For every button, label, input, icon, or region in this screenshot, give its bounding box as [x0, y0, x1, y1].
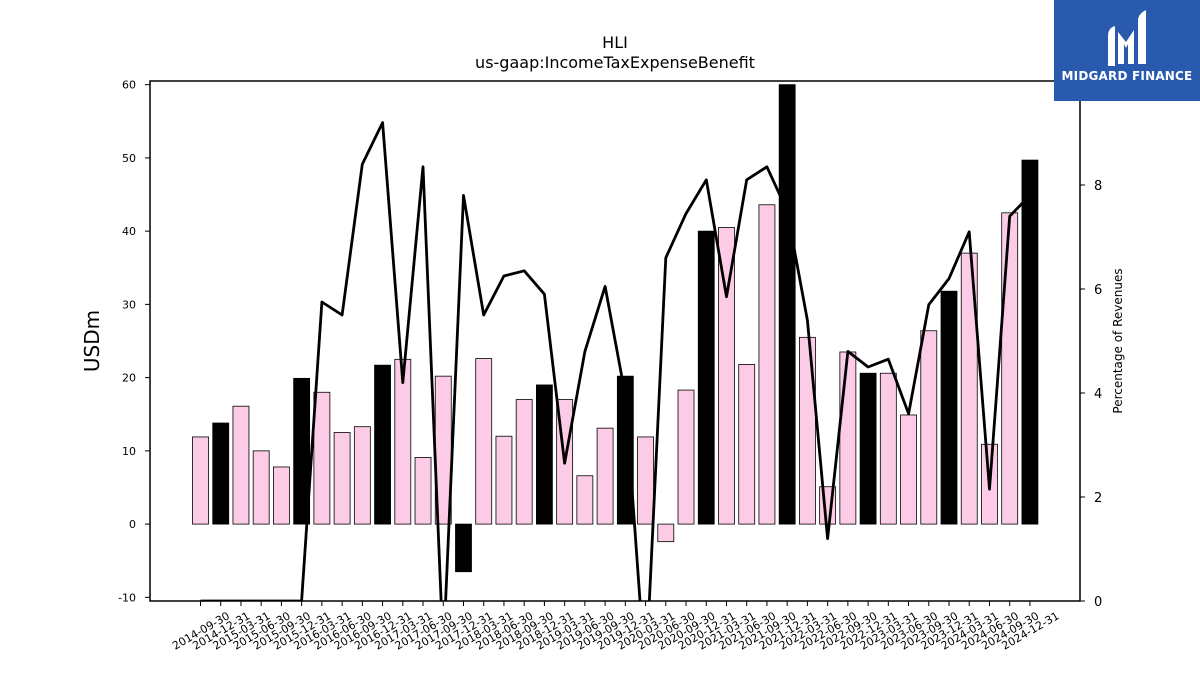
y2-tick-label: 4	[1094, 387, 1102, 402]
bar-2015-03-31	[232, 405, 250, 525]
bar-2020-06-30	[657, 523, 675, 543]
chart-title: HLI	[602, 33, 628, 52]
bar-2020-12-31	[697, 230, 715, 525]
y-tick-label: -10	[118, 591, 136, 604]
bar-2024-09-30	[1001, 212, 1019, 525]
bar-2023-09-30	[920, 330, 938, 525]
bar-2023-12-31	[940, 290, 958, 525]
y2-axis: 0 2 4 6 8	[1080, 179, 1102, 610]
y2-tick-label: 0	[1094, 595, 1102, 610]
revenue-percentage-line	[200, 121, 1031, 601]
logo-mark-icon	[1108, 10, 1146, 66]
bar-2021-03-31	[718, 227, 735, 525]
y-tick-label: 10	[122, 445, 136, 458]
bar-2024-03-31	[960, 252, 978, 525]
bar-2014-09-30	[192, 436, 209, 525]
bar-2018-12-31	[536, 384, 553, 525]
bar-2019-06-30	[576, 475, 594, 525]
y-tick-label: 0	[129, 518, 136, 531]
bar-2023-03-31	[879, 372, 897, 525]
bar-2017-12-31	[455, 523, 472, 573]
y-tick-label: 30	[122, 298, 136, 311]
bar-2021-06-30	[738, 364, 756, 525]
y-axis: -10 0 10 20 30 40 50 60	[118, 79, 150, 604]
bar-2016-12-31	[374, 364, 391, 525]
chart-subtitle: us-gaap:IncomeTaxExpenseBenefit	[475, 53, 755, 72]
bar-2022-09-30	[839, 351, 857, 525]
plot-frame	[149, 80, 1081, 602]
bar-2018-06-30	[495, 435, 513, 525]
bar-2021-09-30	[758, 204, 776, 525]
bar-2019-12-31	[616, 375, 634, 525]
bar-2016-03-31	[313, 391, 331, 525]
bar-2022-03-31	[799, 336, 816, 525]
bar-2016-06-30	[333, 432, 351, 525]
bar-2020-03-31	[637, 436, 654, 525]
line-series	[200, 121, 1031, 601]
bar-2018-09-30	[515, 399, 533, 525]
bar-2015-06-30	[252, 450, 270, 525]
bar-2016-09-30	[353, 426, 371, 525]
bar-2015-12-31	[293, 377, 311, 525]
logo: MIDGARD FINANCE	[1054, 0, 1200, 101]
logo-text: MIDGARD FINANCE	[1061, 69, 1193, 83]
bar-2015-09-30	[273, 466, 290, 525]
bar-2018-03-31	[475, 358, 493, 525]
bar-series	[192, 84, 1039, 573]
bar-2023-06-30	[900, 414, 917, 525]
bar-2017-03-31	[394, 358, 412, 525]
y-axis-label: USDm	[80, 310, 104, 372]
y-tick-label: 60	[122, 79, 136, 92]
bar-2024-12-31	[1021, 159, 1039, 525]
y-tick-label: 20	[122, 372, 136, 385]
y2-tick-label: 8	[1094, 179, 1102, 194]
y-tick-label: 40	[122, 225, 136, 238]
y2-tick-label: 6	[1094, 283, 1102, 298]
bar-2014-12-31	[212, 422, 230, 525]
x-axis: 2014-09-302014-12-312015-03-312015-06-30…	[170, 601, 1061, 653]
bar-2022-12-31	[859, 372, 877, 525]
bar-2017-06-30	[414, 457, 432, 525]
bar-2019-09-30	[596, 427, 614, 525]
y-tick-label: 50	[122, 152, 136, 165]
bar-2020-09-30	[677, 389, 695, 525]
bar-2021-12-31	[778, 84, 796, 525]
y2-tick-label: 2	[1094, 491, 1102, 506]
y2-axis-label: Percentage of Revenues	[1111, 268, 1125, 413]
